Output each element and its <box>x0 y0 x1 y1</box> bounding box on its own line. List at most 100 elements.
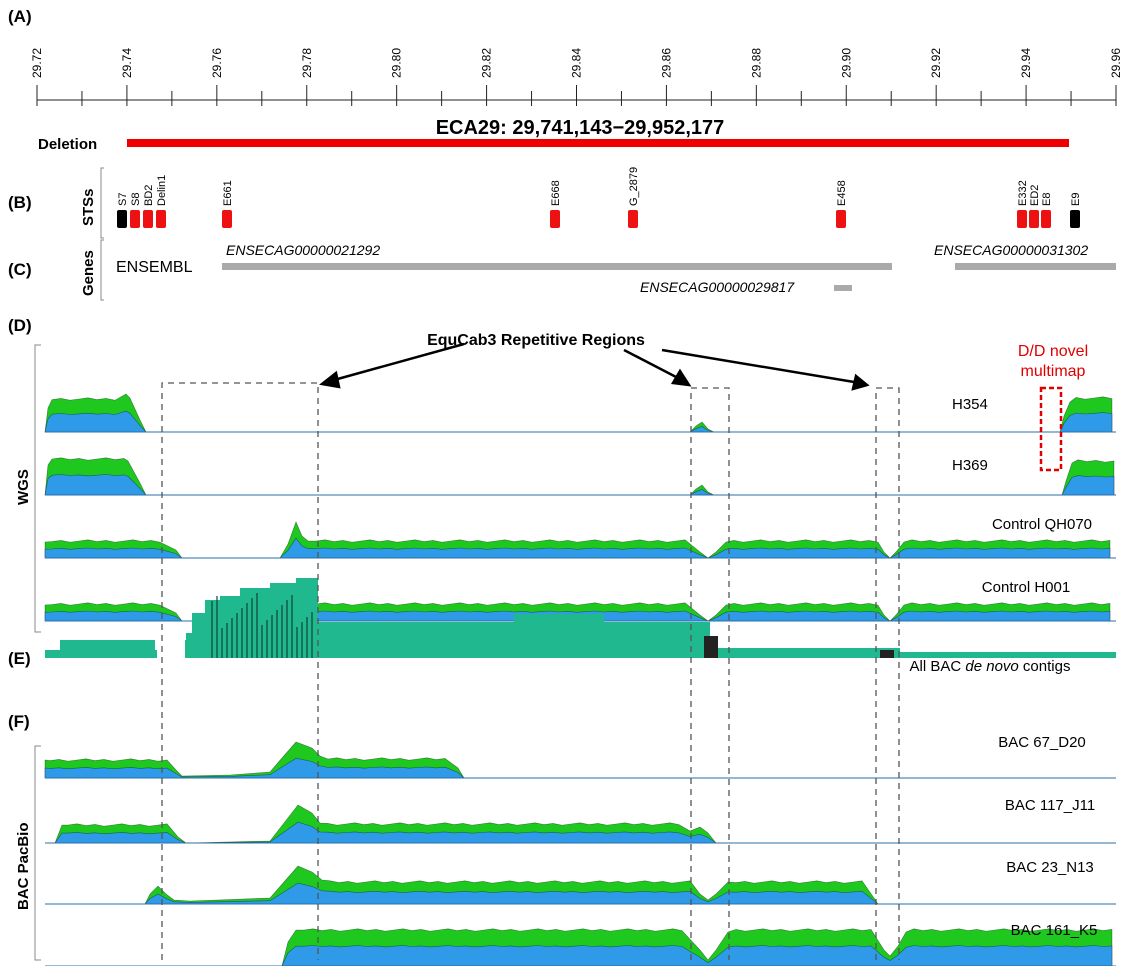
panel-label-c: (C) <box>8 260 32 279</box>
sts-marker-label: BD2 <box>143 185 155 206</box>
tick-label: 29.88 <box>749 48 763 78</box>
coverage-blue-area <box>44 474 1115 496</box>
pacbio-track-bac117 <box>45 804 1116 844</box>
contig-block <box>186 633 192 658</box>
contig-block <box>514 614 600 658</box>
gene-label-3: ENSECAG00000031302 <box>934 242 1088 258</box>
panel-label-e: (E) <box>8 649 31 668</box>
tick-label: 29.92 <box>929 48 943 78</box>
sts-marker-label: E661 <box>222 180 234 206</box>
contig-block <box>318 622 510 658</box>
genes-bracket <box>100 239 104 301</box>
tick-label: 29.90 <box>839 48 853 78</box>
ensembl-label: ENSEMBL <box>116 259 193 276</box>
sts-marker <box>628 210 638 228</box>
panel-label-d: (D) <box>8 316 32 335</box>
contig-dark-segment <box>704 636 718 658</box>
pacbio-panel: BAC PacBio <box>15 741 1116 966</box>
tick-label: 29.94 <box>1019 48 1033 78</box>
sts-markers: S7 S8 BD2 Delin1 E661 E668 G_2879 E458 E332 ED2 E8… <box>117 167 1082 228</box>
track-label-h001: Control H001 <box>982 579 1070 596</box>
sts-marker-label: E668 <box>550 180 562 206</box>
repeat-box-1 <box>161 382 319 960</box>
track-label-bac117: BAC 117_J11 <box>1005 797 1095 814</box>
sts-marker <box>836 210 846 228</box>
coverage-blue-area <box>44 410 1113 433</box>
pacbio-bracket <box>34 745 41 961</box>
repetitive-region-boxes <box>161 382 900 960</box>
tick-label: 29.76 <box>210 48 224 78</box>
tick-label: 29.86 <box>659 48 673 78</box>
track-label-h354: H354 <box>952 396 988 413</box>
track-label-bac161: BAC 161_K5 <box>1011 922 1098 939</box>
wgs-track-qh070 <box>44 521 1116 559</box>
contig-block <box>510 622 514 658</box>
arrow-1 <box>333 342 465 382</box>
contig-block <box>600 614 604 658</box>
track-label-bac23: BAC 23_N13 <box>1006 859 1094 876</box>
sts-bracket <box>100 167 104 239</box>
contig-block <box>710 648 876 658</box>
panel-label-b: (B) <box>8 193 32 212</box>
arrow-head-3 <box>851 373 870 391</box>
contig-block <box>60 640 70 658</box>
repeat-box-3 <box>875 387 900 960</box>
tick-label: 29.96 <box>1109 48 1123 78</box>
panel-label-a: (A) <box>8 7 32 26</box>
sts-marker <box>143 210 153 228</box>
repetitive-regions-label: EquCab3 Repetitive Regions <box>427 332 645 349</box>
repeat-box-2 <box>690 387 730 960</box>
bac-contigs-label: All BAC de novo contigs <box>910 658 1071 675</box>
sts-marker <box>130 210 140 228</box>
sts-track: STSs S7 S8 BD2 Delin1 E661 E668 G_2879 E458 E332… <box>80 167 1082 239</box>
coverage-blue-area <box>281 945 1113 966</box>
arrow-2 <box>623 348 679 380</box>
sts-marker <box>117 210 127 228</box>
deletion-bar <box>127 139 1069 147</box>
tick-label: 29.72 <box>30 48 44 78</box>
track-label-qh070: Control QH070 <box>992 516 1092 533</box>
contig-dark-segment <box>880 650 894 658</box>
sts-marker <box>550 210 560 228</box>
tick-label: 29.82 <box>480 48 494 78</box>
pacbio-track-bac23 <box>45 865 1116 905</box>
sts-marker-label: G_2879 <box>628 167 640 206</box>
sts-marker-label: E458 <box>836 180 848 206</box>
wgs-track-h369 <box>44 457 1116 496</box>
pacbio-coverage-tracks <box>44 741 1116 966</box>
gene-bar-2 <box>834 285 852 291</box>
pacbio-track-bac161 <box>45 928 1116 966</box>
arrow-head-2 <box>670 368 692 387</box>
repeat-arrows <box>319 342 870 391</box>
coordinate-ruler: 29.72 29.74 29.76 29.78 29.80 29.82 29.84 29.86… <box>30 48 1123 106</box>
novel-label-line2: multimap <box>1021 363 1086 380</box>
sts-marker-label: S7 <box>117 193 129 206</box>
contig-block <box>220 596 240 658</box>
genes-track: Genes ENSEMBL ENSECAG00000021292 ENSECAG… <box>80 239 1116 301</box>
track-label-bac67: BAC 67_D20 <box>998 734 1086 751</box>
deletion-label: Deletion <box>38 136 97 153</box>
contig-block <box>240 588 270 658</box>
coverage-blue-area <box>144 882 879 905</box>
coverage-blue-area <box>44 757 465 779</box>
novel-label-line1: D/D novel <box>1018 343 1088 360</box>
contig-block <box>900 652 1116 658</box>
wgs-coverage-tracks <box>44 393 1116 622</box>
sts-marker-label: Delin1 <box>156 175 168 206</box>
gene-bar-1 <box>222 263 892 270</box>
genes-side-label: Genes <box>80 250 97 296</box>
sts-marker-label: E8 <box>1041 193 1053 206</box>
arrow-head-1 <box>319 370 341 389</box>
tick-label: 29.78 <box>300 48 314 78</box>
sts-marker <box>156 210 166 228</box>
wgs-bracket <box>34 344 41 633</box>
contig-block <box>192 613 205 658</box>
gene-bar-3 <box>955 263 1116 270</box>
sts-side-label: STSs <box>80 188 97 226</box>
gene-label-2: ENSECAG00000029817 <box>640 279 795 295</box>
pacbio-track-bac67 <box>44 741 1116 779</box>
deletion-region-label: ECA29: 29,741,143−29,952,177 <box>436 117 725 139</box>
sts-marker-label: ED2 <box>1029 185 1041 206</box>
contig-block <box>604 622 706 658</box>
